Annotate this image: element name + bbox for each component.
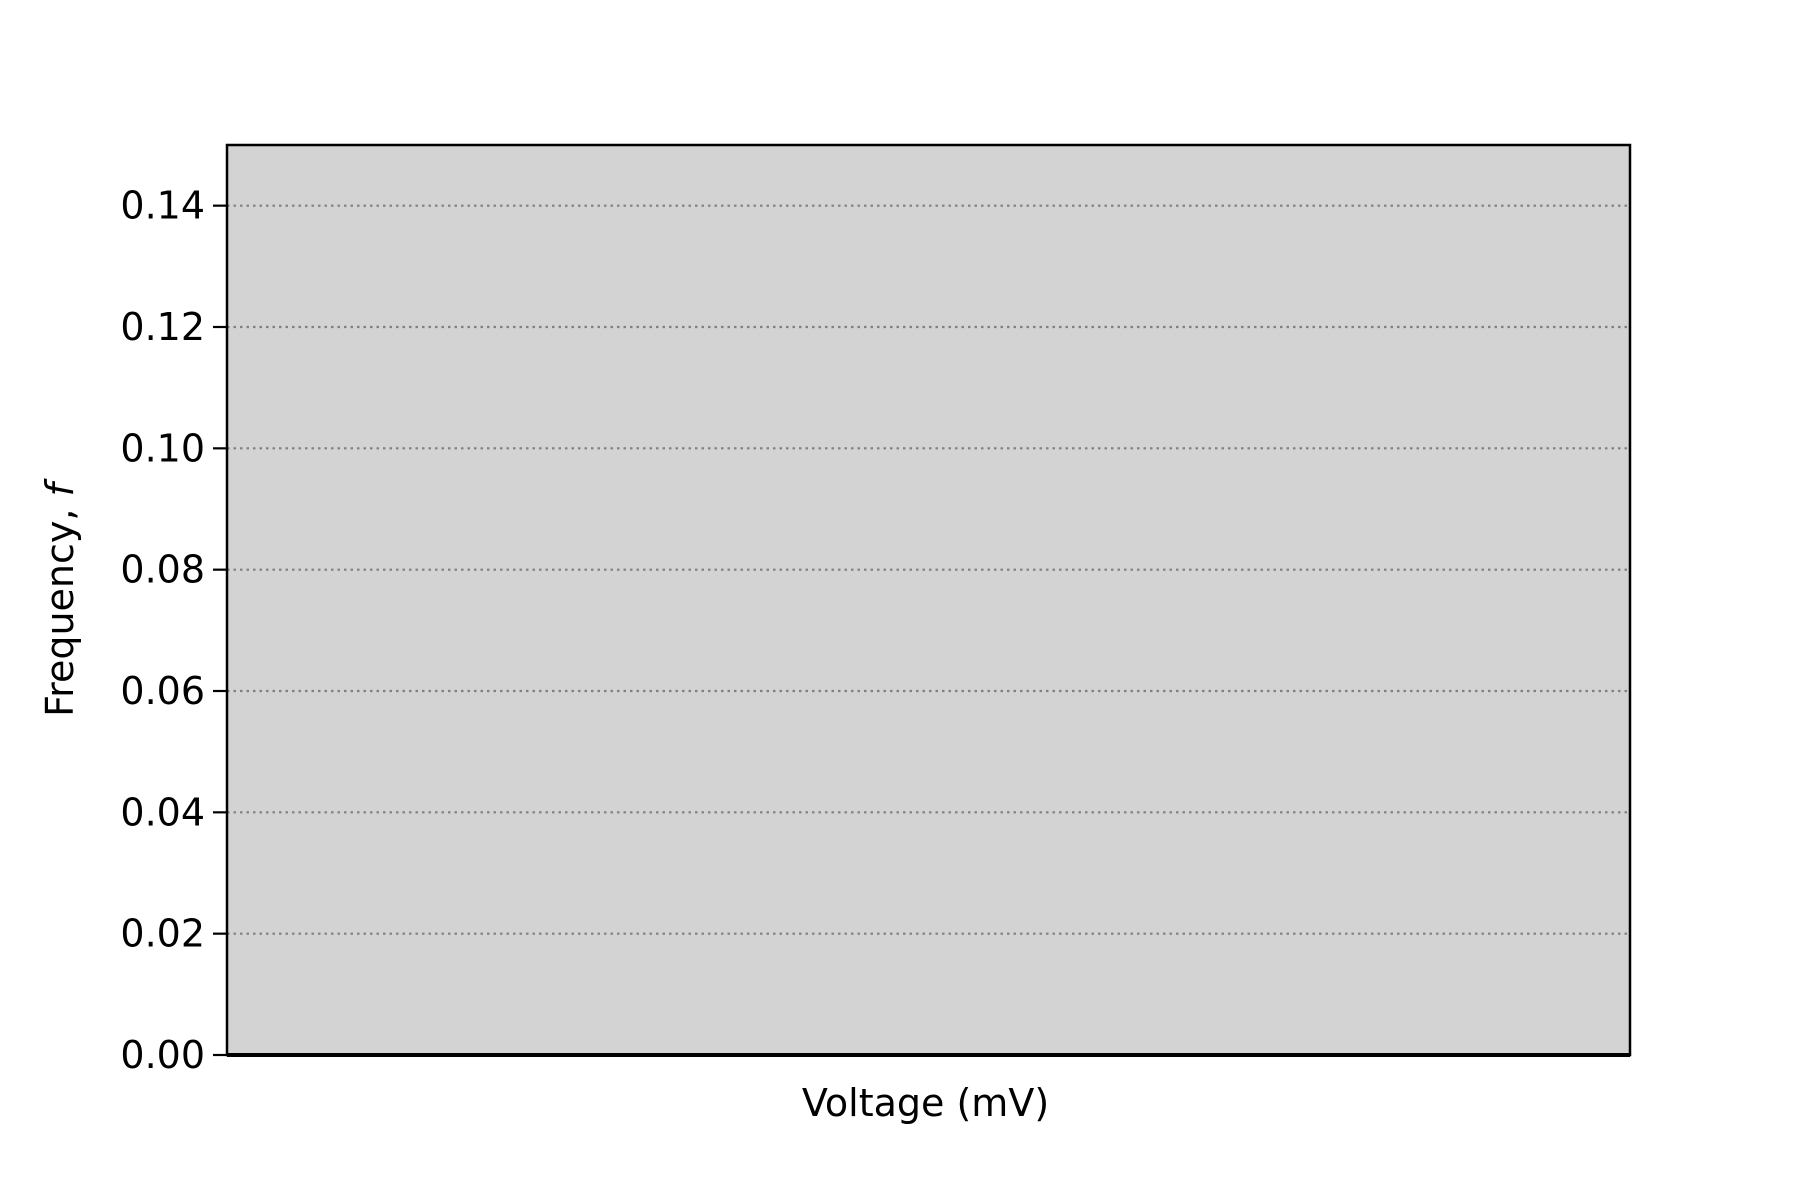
y-tick-label: 0.04 (120, 790, 205, 834)
y-axis-ticks: 0.00 0.02 0.04 0.06 0.08 0.10 0.12 0.14 (120, 184, 227, 1077)
y-tick-label: 0.08 (120, 548, 205, 592)
y-axis-label-symbol: f (38, 477, 82, 496)
y-axis-label-text: Frequency, (38, 496, 82, 716)
y-tick-label: 0.06 (120, 669, 205, 713)
y-tick-label: 0.02 (120, 912, 205, 956)
y-tick-label: 0.10 (120, 426, 205, 470)
y-tick-label: 0.14 (120, 184, 205, 228)
y-axis-label: Frequency, f (38, 477, 82, 716)
y-tick-label: 0.12 (120, 305, 205, 349)
x-axis-label: Voltage (mV) (802, 1081, 1049, 1125)
y-tick-label: 0.00 (120, 1033, 205, 1077)
plot-area (227, 145, 1630, 1055)
